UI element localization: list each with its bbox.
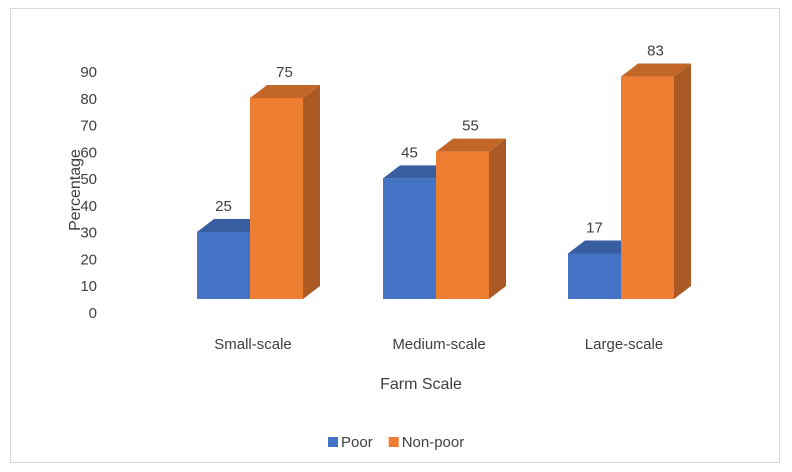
x-tick-label: Small-scale bbox=[214, 336, 292, 353]
legend-swatch bbox=[388, 437, 399, 447]
bar-top bbox=[197, 219, 267, 232]
data-label: 17 bbox=[586, 219, 603, 236]
data-label: 83 bbox=[647, 43, 664, 60]
y-tick-label: 90 bbox=[80, 64, 97, 81]
y-tick-label: 70 bbox=[80, 118, 97, 135]
x-axis: Small-scale Medium-scale Large-scale bbox=[214, 336, 663, 353]
data-label: 25 bbox=[215, 198, 232, 215]
data-label: 45 bbox=[401, 144, 418, 161]
bar-non-poor-small-scale: 75 bbox=[250, 64, 320, 299]
data-label: 75 bbox=[276, 64, 293, 81]
y-tick-label: 30 bbox=[80, 225, 97, 242]
bar-side bbox=[489, 138, 506, 299]
legend-label: Poor bbox=[341, 434, 373, 451]
bar-front bbox=[250, 98, 303, 299]
bar-front bbox=[383, 178, 436, 299]
y-tick-label: 0 bbox=[89, 305, 97, 322]
bar-front bbox=[568, 253, 621, 299]
bar-side bbox=[303, 85, 320, 299]
bar-top bbox=[621, 63, 691, 77]
bar-front bbox=[621, 76, 674, 299]
y-tick-label: 80 bbox=[80, 91, 97, 108]
bar-front bbox=[436, 151, 489, 299]
legend-swatch bbox=[328, 437, 338, 447]
bar-non-poor-medium-scale: 55 bbox=[436, 118, 506, 299]
legend: Poor Non-poor bbox=[328, 434, 464, 451]
bar-top bbox=[568, 240, 638, 254]
y-tick-label: 60 bbox=[80, 144, 97, 161]
y-tick-label: 20 bbox=[80, 251, 97, 268]
y-axis-title: Percentage bbox=[67, 149, 84, 231]
y-tick-label: 40 bbox=[80, 198, 97, 215]
bar-top bbox=[436, 138, 506, 152]
x-tick-label: Medium-scale bbox=[392, 336, 485, 353]
x-tick-label: Large-scale bbox=[585, 336, 663, 353]
y-tick-label: 10 bbox=[80, 278, 97, 295]
x-axis-title: Farm Scale bbox=[380, 376, 462, 393]
bar-non-poor-large-scale: 83 bbox=[621, 43, 691, 300]
plot-area: 25 75 45 55 17 83 bbox=[197, 43, 691, 300]
bar-front bbox=[197, 232, 250, 299]
y-axis: 0 10 20 30 40 50 60 70 80 90 bbox=[80, 64, 97, 322]
data-label: 55 bbox=[462, 118, 479, 135]
y-tick-label: 50 bbox=[80, 171, 97, 188]
bar-top bbox=[250, 85, 320, 98]
bar-top bbox=[383, 165, 453, 179]
legend-label: Non-poor bbox=[402, 434, 465, 451]
bar-side bbox=[674, 63, 691, 300]
